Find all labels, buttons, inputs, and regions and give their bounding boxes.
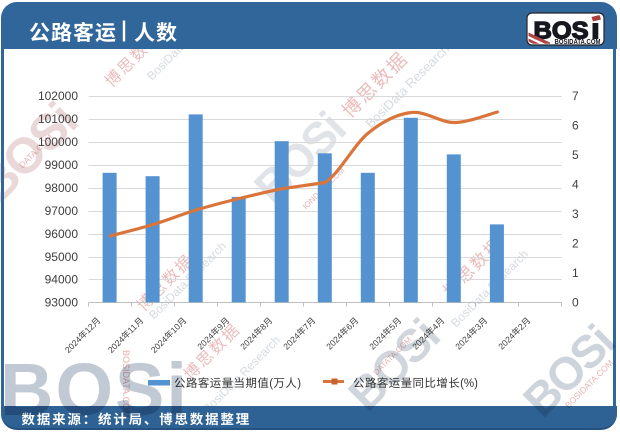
svg-text:2024: 2024 [453, 331, 474, 352]
svg-text:11: 11 [126, 322, 140, 336]
svg-text:(%): (%) [460, 378, 478, 390]
svg-text:3: 3 [572, 207, 579, 221]
svg-text:6: 6 [572, 119, 579, 133]
svg-text:94000: 94000 [45, 273, 79, 287]
svg-text:4: 4 [572, 178, 579, 192]
svg-text:2024: 2024 [496, 331, 517, 352]
svg-text:BOSIDATA.COM: BOSIDATA.COM [555, 39, 601, 46]
svg-text:96000: 96000 [45, 227, 79, 241]
svg-text:): ) [297, 378, 301, 390]
svg-text:2: 2 [516, 321, 527, 332]
svg-text:6: 6 [344, 321, 355, 332]
svg-text:95000: 95000 [45, 250, 79, 264]
svg-text:8: 8 [258, 321, 269, 332]
svg-text:7: 7 [301, 321, 312, 332]
svg-text:2024: 2024 [410, 331, 431, 352]
svg-text:7: 7 [572, 89, 579, 103]
svg-text:1: 1 [572, 266, 579, 280]
svg-text:101000: 101000 [38, 112, 78, 126]
svg-text:9: 9 [215, 321, 226, 332]
svg-text:5: 5 [387, 321, 398, 332]
svg-text:2024: 2024 [63, 334, 84, 355]
svg-text:2024: 2024 [367, 331, 388, 352]
svg-text:98000: 98000 [45, 181, 79, 195]
svg-text:100000: 100000 [38, 135, 78, 149]
svg-text:102000: 102000 [38, 89, 78, 103]
svg-text:0: 0 [572, 296, 579, 310]
svg-text:99000: 99000 [45, 158, 79, 172]
svg-text:2024: 2024 [324, 331, 345, 352]
svg-text:4: 4 [430, 321, 441, 332]
svg-text:2024: 2024 [281, 331, 302, 352]
svg-text:97000: 97000 [45, 204, 79, 218]
svg-text:(: ( [269, 378, 273, 390]
svg-text:93000: 93000 [45, 296, 79, 310]
svg-text:2024: 2024 [238, 331, 259, 352]
svg-text:2024: 2024 [149, 334, 170, 355]
svg-text:2024: 2024 [106, 334, 127, 355]
svg-text:5: 5 [572, 148, 579, 162]
svg-text:2: 2 [572, 237, 579, 251]
svg-text:3: 3 [473, 321, 484, 332]
